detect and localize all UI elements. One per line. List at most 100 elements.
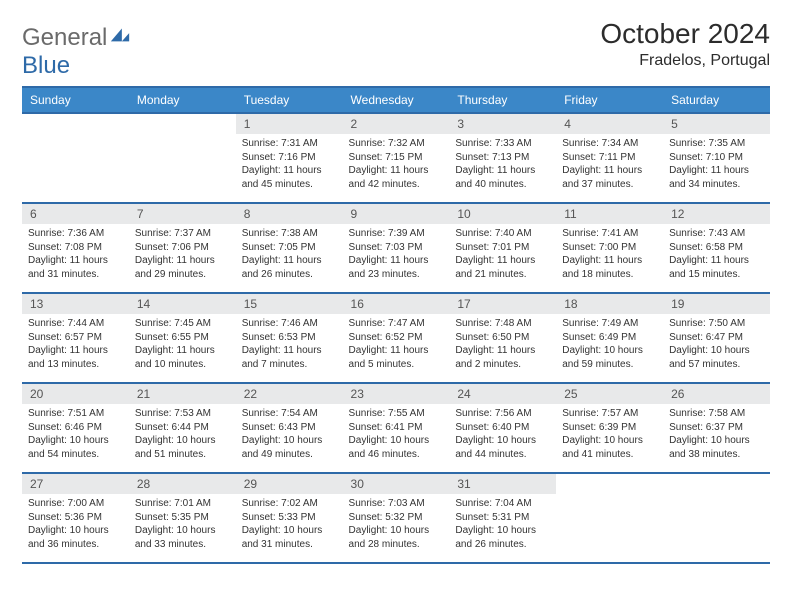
day-body: Sunrise: 7:43 AMSunset: 6:58 PMDaylight:…: [663, 224, 770, 285]
logo: GeneralBlue: [22, 18, 131, 80]
day-number: 6: [22, 204, 129, 224]
day-body: Sunrise: 7:53 AMSunset: 6:44 PMDaylight:…: [129, 404, 236, 465]
dow-tue: Tuesday: [236, 87, 343, 113]
day-body: Sunrise: 7:41 AMSunset: 7:00 PMDaylight:…: [556, 224, 663, 285]
day-body: Sunrise: 7:45 AMSunset: 6:55 PMDaylight:…: [129, 314, 236, 375]
day-number: 18: [556, 294, 663, 314]
day-body: Sunrise: 7:49 AMSunset: 6:49 PMDaylight:…: [556, 314, 663, 375]
day-number: 5: [663, 114, 770, 134]
day-cell: 1Sunrise: 7:31 AMSunset: 7:16 PMDaylight…: [236, 113, 343, 203]
header: GeneralBlue October 2024 Fradelos, Portu…: [22, 18, 770, 80]
dow-mon: Monday: [129, 87, 236, 113]
day-cell: 29Sunrise: 7:02 AMSunset: 5:33 PMDayligh…: [236, 473, 343, 563]
day-body: Sunrise: 7:33 AMSunset: 7:13 PMDaylight:…: [449, 134, 556, 195]
day-cell: 23Sunrise: 7:55 AMSunset: 6:41 PMDayligh…: [343, 383, 450, 473]
week-row: 27Sunrise: 7:00 AMSunset: 5:36 PMDayligh…: [22, 473, 770, 563]
day-body: Sunrise: 7:34 AMSunset: 7:11 PMDaylight:…: [556, 134, 663, 195]
location: Fradelos, Portugal: [600, 52, 770, 70]
day-cell: 2Sunrise: 7:32 AMSunset: 7:15 PMDaylight…: [343, 113, 450, 203]
day-cell: 15Sunrise: 7:46 AMSunset: 6:53 PMDayligh…: [236, 293, 343, 383]
day-body: Sunrise: 7:44 AMSunset: 6:57 PMDaylight:…: [22, 314, 129, 375]
day-cell: 6Sunrise: 7:36 AMSunset: 7:08 PMDaylight…: [22, 203, 129, 293]
day-body: Sunrise: 7:04 AMSunset: 5:31 PMDaylight:…: [449, 494, 556, 555]
day-body: Sunrise: 7:46 AMSunset: 6:53 PMDaylight:…: [236, 314, 343, 375]
day-number: 17: [449, 294, 556, 314]
logo-part2: Blue: [22, 52, 70, 79]
day-body: Sunrise: 7:36 AMSunset: 7:08 PMDaylight:…: [22, 224, 129, 285]
day-cell: [129, 113, 236, 203]
day-number: 12: [663, 204, 770, 224]
day-number: 15: [236, 294, 343, 314]
day-number: 19: [663, 294, 770, 314]
day-cell: 12Sunrise: 7:43 AMSunset: 6:58 PMDayligh…: [663, 203, 770, 293]
day-body: Sunrise: 7:50 AMSunset: 6:47 PMDaylight:…: [663, 314, 770, 375]
day-number: 7: [129, 204, 236, 224]
dow-thu: Thursday: [449, 87, 556, 113]
day-number: 2: [343, 114, 450, 134]
day-body: Sunrise: 7:40 AMSunset: 7:01 PMDaylight:…: [449, 224, 556, 285]
logo-mark-icon: [109, 23, 131, 45]
day-cell: 27Sunrise: 7:00 AMSunset: 5:36 PMDayligh…: [22, 473, 129, 563]
dow-sat: Saturday: [663, 87, 770, 113]
title-block: October 2024 Fradelos, Portugal: [600, 18, 770, 70]
day-cell: 20Sunrise: 7:51 AMSunset: 6:46 PMDayligh…: [22, 383, 129, 473]
day-number: 26: [663, 384, 770, 404]
logo-part1: General: [22, 24, 107, 51]
day-cell: 11Sunrise: 7:41 AMSunset: 7:00 PMDayligh…: [556, 203, 663, 293]
day-cell: 16Sunrise: 7:47 AMSunset: 6:52 PMDayligh…: [343, 293, 450, 383]
day-cell: 5Sunrise: 7:35 AMSunset: 7:10 PMDaylight…: [663, 113, 770, 203]
day-cell: 7Sunrise: 7:37 AMSunset: 7:06 PMDaylight…: [129, 203, 236, 293]
day-number: 20: [22, 384, 129, 404]
day-cell: 19Sunrise: 7:50 AMSunset: 6:47 PMDayligh…: [663, 293, 770, 383]
day-body: Sunrise: 7:55 AMSunset: 6:41 PMDaylight:…: [343, 404, 450, 465]
day-number: 24: [449, 384, 556, 404]
day-number: 21: [129, 384, 236, 404]
day-cell: [556, 473, 663, 563]
day-cell: 26Sunrise: 7:58 AMSunset: 6:37 PMDayligh…: [663, 383, 770, 473]
day-cell: 18Sunrise: 7:49 AMSunset: 6:49 PMDayligh…: [556, 293, 663, 383]
day-number: 16: [343, 294, 450, 314]
day-cell: 31Sunrise: 7:04 AMSunset: 5:31 PMDayligh…: [449, 473, 556, 563]
day-cell: 28Sunrise: 7:01 AMSunset: 5:35 PMDayligh…: [129, 473, 236, 563]
day-body: Sunrise: 7:47 AMSunset: 6:52 PMDaylight:…: [343, 314, 450, 375]
day-number: 8: [236, 204, 343, 224]
day-number: 4: [556, 114, 663, 134]
day-body: Sunrise: 7:58 AMSunset: 6:37 PMDaylight:…: [663, 404, 770, 465]
dow-wed: Wednesday: [343, 87, 450, 113]
calendar-table: Sunday Monday Tuesday Wednesday Thursday…: [22, 86, 770, 564]
day-number: 23: [343, 384, 450, 404]
day-cell: 22Sunrise: 7:54 AMSunset: 6:43 PMDayligh…: [236, 383, 343, 473]
day-body: Sunrise: 7:51 AMSunset: 6:46 PMDaylight:…: [22, 404, 129, 465]
day-cell: 10Sunrise: 7:40 AMSunset: 7:01 PMDayligh…: [449, 203, 556, 293]
week-row: 20Sunrise: 7:51 AMSunset: 6:46 PMDayligh…: [22, 383, 770, 473]
day-body: Sunrise: 7:54 AMSunset: 6:43 PMDaylight:…: [236, 404, 343, 465]
week-row: 1Sunrise: 7:31 AMSunset: 7:16 PMDaylight…: [22, 113, 770, 203]
day-cell: [663, 473, 770, 563]
logo-text: GeneralBlue: [22, 24, 131, 80]
dow-sun: Sunday: [22, 87, 129, 113]
day-body: Sunrise: 7:01 AMSunset: 5:35 PMDaylight:…: [129, 494, 236, 555]
day-cell: 30Sunrise: 7:03 AMSunset: 5:32 PMDayligh…: [343, 473, 450, 563]
day-body: Sunrise: 7:00 AMSunset: 5:36 PMDaylight:…: [22, 494, 129, 555]
day-number: 9: [343, 204, 450, 224]
day-cell: 13Sunrise: 7:44 AMSunset: 6:57 PMDayligh…: [22, 293, 129, 383]
week-row: 13Sunrise: 7:44 AMSunset: 6:57 PMDayligh…: [22, 293, 770, 383]
day-body: Sunrise: 7:39 AMSunset: 7:03 PMDaylight:…: [343, 224, 450, 285]
month-title: October 2024: [600, 18, 770, 50]
dow-fri: Friday: [556, 87, 663, 113]
day-body: Sunrise: 7:32 AMSunset: 7:15 PMDaylight:…: [343, 134, 450, 195]
day-number: 3: [449, 114, 556, 134]
day-cell: 9Sunrise: 7:39 AMSunset: 7:03 PMDaylight…: [343, 203, 450, 293]
day-cell: 3Sunrise: 7:33 AMSunset: 7:13 PMDaylight…: [449, 113, 556, 203]
calendar-body: 1Sunrise: 7:31 AMSunset: 7:16 PMDaylight…: [22, 113, 770, 563]
day-body: Sunrise: 7:37 AMSunset: 7:06 PMDaylight:…: [129, 224, 236, 285]
day-body: Sunrise: 7:48 AMSunset: 6:50 PMDaylight:…: [449, 314, 556, 375]
day-number: 31: [449, 474, 556, 494]
day-body: Sunrise: 7:03 AMSunset: 5:32 PMDaylight:…: [343, 494, 450, 555]
day-body: Sunrise: 7:02 AMSunset: 5:33 PMDaylight:…: [236, 494, 343, 555]
day-number: 29: [236, 474, 343, 494]
day-cell: 4Sunrise: 7:34 AMSunset: 7:11 PMDaylight…: [556, 113, 663, 203]
day-cell: 25Sunrise: 7:57 AMSunset: 6:39 PMDayligh…: [556, 383, 663, 473]
day-number: 28: [129, 474, 236, 494]
day-body: Sunrise: 7:38 AMSunset: 7:05 PMDaylight:…: [236, 224, 343, 285]
